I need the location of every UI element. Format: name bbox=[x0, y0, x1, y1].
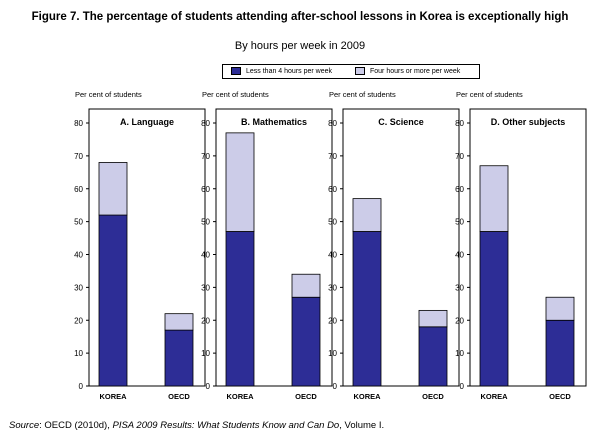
legend-label-more: Four hours or more per week bbox=[370, 67, 461, 75]
y-tick-label: 80 bbox=[328, 119, 337, 128]
x-tick-label: KOREA bbox=[353, 392, 381, 401]
bar-segment bbox=[545, 296, 575, 321]
legend: Less than 4 hours per week Four hours or… bbox=[222, 64, 480, 79]
bar-segment bbox=[225, 231, 255, 387]
y-tick-label: 30 bbox=[328, 283, 337, 292]
y-tick-label: 60 bbox=[455, 185, 464, 194]
y-tick-label: 10 bbox=[328, 349, 337, 358]
bar-segment bbox=[352, 198, 382, 232]
y-tick-label: 40 bbox=[74, 251, 83, 260]
source-label: Source bbox=[9, 420, 40, 431]
y-tick-label: 80 bbox=[455, 119, 464, 128]
y-tick-label: 10 bbox=[74, 349, 83, 358]
legend-label-less: Less than 4 hours per week bbox=[246, 67, 332, 75]
y-tick-label: 20 bbox=[328, 316, 337, 325]
y-tick-label: 0 bbox=[333, 382, 338, 391]
y-tick-label: 60 bbox=[201, 185, 210, 194]
y-tick-label: 10 bbox=[201, 349, 210, 358]
panel-frame bbox=[215, 108, 333, 387]
legend-swatch-more bbox=[355, 67, 365, 75]
bar-segment bbox=[164, 329, 194, 387]
y-tick-label: 20 bbox=[201, 316, 210, 325]
x-tick-label: OECD bbox=[295, 392, 317, 401]
source-title: PISA 2009 Results: What Students Know an… bbox=[112, 420, 340, 431]
y-tick-label: 70 bbox=[328, 152, 337, 161]
y-tick-label: 20 bbox=[455, 316, 464, 325]
y-tick-label: 30 bbox=[74, 283, 83, 292]
bar-segment bbox=[479, 231, 509, 387]
y-axis-label: Per cent of students bbox=[456, 90, 523, 99]
x-tick-label: OECD bbox=[549, 392, 571, 401]
y-tick-label: 50 bbox=[328, 218, 337, 227]
legend-item-more: Four hours or more per week bbox=[355, 67, 460, 75]
y-tick-label: 30 bbox=[201, 283, 210, 292]
panel-title: C. Science bbox=[378, 117, 424, 127]
y-tick-label: 60 bbox=[328, 185, 337, 194]
panel-frame bbox=[342, 108, 460, 387]
bar-segment bbox=[545, 319, 575, 387]
y-tick-label: 70 bbox=[201, 152, 210, 161]
y-tick-label: 30 bbox=[455, 283, 464, 292]
panel-frame bbox=[88, 108, 206, 387]
x-tick-label: KOREA bbox=[226, 392, 254, 401]
figure-title: Figure 7. The percentage of students att… bbox=[31, 11, 569, 23]
y-tick-label: 80 bbox=[74, 119, 83, 128]
y-axis-label: Per cent of students bbox=[329, 90, 396, 99]
bar-segment bbox=[479, 165, 509, 232]
source-text: : OECD (2010d), bbox=[39, 420, 113, 431]
bar-segment bbox=[291, 273, 321, 298]
panel-title: A. Language bbox=[120, 117, 174, 127]
y-tick-label: 0 bbox=[206, 382, 211, 391]
figure-subtitle: By hours per week in 2009 bbox=[234, 40, 366, 52]
panel-title: B. Mathematics bbox=[241, 117, 307, 127]
x-tick-label: KOREA bbox=[480, 392, 508, 401]
bar-segment bbox=[98, 162, 128, 216]
y-tick-label: 40 bbox=[328, 251, 337, 260]
y-axis-label: Per cent of students bbox=[75, 90, 142, 99]
x-tick-label: OECD bbox=[168, 392, 190, 401]
bar-segment bbox=[418, 309, 448, 328]
bar-segment bbox=[98, 214, 128, 387]
y-tick-label: 50 bbox=[74, 218, 83, 227]
bar-segment bbox=[225, 132, 255, 232]
x-tick-label: OECD bbox=[422, 392, 444, 401]
y-axis-label: Per cent of students bbox=[202, 90, 269, 99]
legend-item-less: Less than 4 hours per week bbox=[231, 67, 332, 75]
y-tick-label: 70 bbox=[455, 152, 464, 161]
bar-segment bbox=[291, 296, 321, 387]
y-tick-label: 60 bbox=[74, 185, 83, 194]
legend-swatch-less bbox=[231, 67, 241, 75]
y-tick-label: 20 bbox=[74, 316, 83, 325]
y-tick-label: 70 bbox=[74, 152, 83, 161]
y-tick-label: 50 bbox=[201, 218, 210, 227]
y-tick-label: 0 bbox=[460, 382, 465, 391]
y-tick-label: 10 bbox=[455, 349, 464, 358]
bar-segment bbox=[352, 231, 382, 387]
bar-segment bbox=[418, 326, 448, 387]
panel-title: D. Other subjects bbox=[491, 117, 566, 127]
x-tick-label: KOREA bbox=[99, 392, 127, 401]
y-tick-label: 50 bbox=[455, 218, 464, 227]
bar-segment bbox=[164, 313, 194, 331]
y-tick-label: 0 bbox=[79, 382, 84, 391]
source-tail: , Volume I. bbox=[339, 420, 385, 431]
y-tick-label: 40 bbox=[201, 251, 210, 260]
y-tick-label: 80 bbox=[201, 119, 210, 128]
y-tick-label: 40 bbox=[455, 251, 464, 260]
panel-frame bbox=[469, 108, 587, 387]
source-note: Source: OECD (2010d), PISA 2009 Results:… bbox=[9, 420, 384, 431]
